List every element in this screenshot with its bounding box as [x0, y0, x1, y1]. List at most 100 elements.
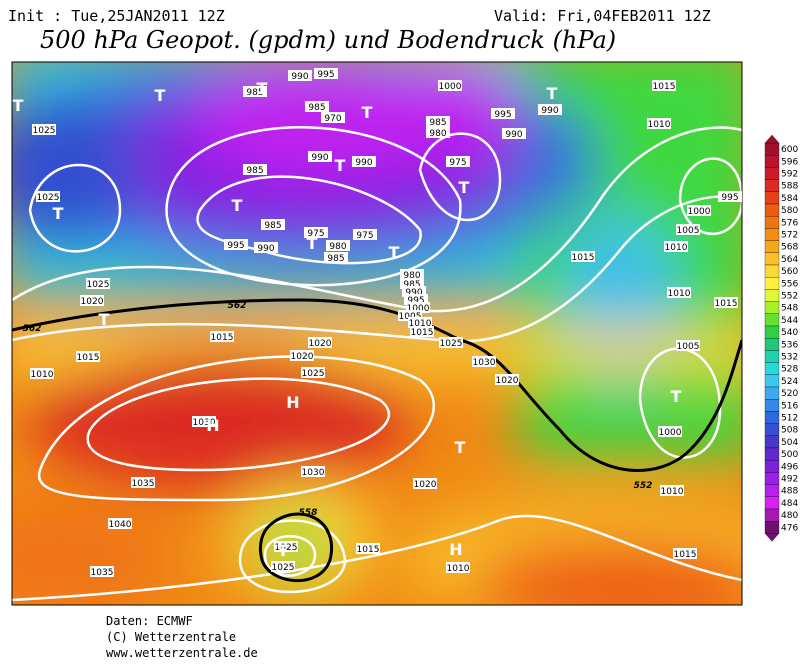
isobar-label: 1015 — [357, 545, 380, 555]
isobar-label-bg — [658, 426, 682, 437]
isobar-label-bg — [676, 224, 700, 235]
isobar-label: 1015 — [77, 353, 100, 363]
isobar-label: 1010 — [668, 289, 691, 299]
colorbar-swatch — [764, 252, 780, 266]
isobar-label: 995 — [407, 296, 424, 306]
isobar-label: 995 — [494, 110, 511, 120]
isobar-label-bg — [495, 374, 519, 385]
colorbar-swatch — [764, 325, 780, 339]
geopotential-lines — [12, 298, 742, 583]
isobar-label-bg — [400, 278, 424, 289]
isobar-label: 1025 — [37, 193, 60, 203]
colorbar-label: 584 — [781, 194, 798, 204]
colorbar-cap — [764, 533, 780, 542]
isobar-label: 985 — [246, 166, 263, 176]
map-frame — [11, 61, 743, 606]
pressure-center: T — [155, 86, 166, 105]
pressure-center: T — [53, 204, 64, 223]
isobar-label: 1010 — [661, 487, 684, 497]
isobar-label-bg — [243, 164, 267, 175]
colorbar-label: 552 — [781, 292, 798, 302]
isobar-label-bg — [90, 566, 114, 577]
isobar-label-bg — [301, 367, 325, 378]
colorbar-label: 560 — [781, 267, 798, 277]
isobar-label-bg — [32, 124, 56, 135]
isobar-label-bg — [356, 543, 380, 554]
isobar-label-bg — [210, 331, 234, 342]
isobar-label-bg — [108, 518, 132, 529]
isobar-label-bg — [714, 297, 738, 308]
colorbar-label: 536 — [781, 340, 798, 350]
isobar-label: 1020 — [291, 352, 314, 362]
isobar-label-bg — [314, 68, 338, 79]
isobar-label: 1030 — [473, 358, 496, 368]
pressure-center: T — [232, 196, 243, 215]
colorbar-label: 540 — [781, 328, 798, 338]
isobar-label: 1010 — [31, 370, 54, 380]
isobar-label: 985 — [308, 103, 325, 113]
isobar-label: 1000 — [439, 82, 462, 92]
colorbar-label: 520 — [781, 389, 798, 399]
isobar-label-bg — [36, 191, 60, 202]
isobar-label-bg — [676, 340, 700, 351]
isobar-label-bg — [305, 101, 329, 112]
isobar-label: 1000 — [407, 304, 430, 314]
colorbar-label: 568 — [781, 243, 798, 253]
pressure-center: T — [547, 84, 558, 103]
colorbar-swatch — [764, 460, 780, 473]
isobar-label: 985 — [403, 280, 420, 290]
geopotential-label: 558 — [299, 508, 318, 518]
colorbar-label: 548 — [781, 304, 798, 314]
colorbar-swatch — [764, 313, 780, 327]
colorbar-label: 524 — [781, 377, 798, 387]
valid-time: Valid: Fri,04FEB2011 12Z — [494, 7, 711, 25]
pressure-center: T — [307, 234, 318, 253]
isobar-label-bg — [402, 286, 426, 297]
colorbar-swatch — [764, 203, 780, 217]
isobar-label: 1000 — [659, 428, 682, 438]
isobar-label: 985 — [264, 221, 281, 231]
colorbar-swatch — [764, 472, 780, 485]
pressure-center: T — [455, 438, 466, 457]
colorbar-label: 488 — [781, 487, 798, 497]
isobar-label-bg — [274, 541, 298, 552]
isobar-label-bg — [571, 251, 595, 262]
colorbar-swatch — [764, 521, 780, 534]
isobar-label: 990 — [405, 288, 422, 298]
isobar-label: 990 — [355, 158, 372, 168]
isobar-label: 1030 — [193, 418, 216, 428]
colorbar-label: 544 — [781, 316, 798, 326]
isobar-label-bg — [664, 241, 688, 252]
isobar-label: 990 — [505, 130, 522, 140]
isobar-label: 1010 — [665, 243, 688, 253]
isobar-label-bg — [491, 108, 515, 119]
isobar-label-bg — [308, 151, 332, 162]
colorbar-swatch — [764, 155, 780, 168]
colorbar-swatch — [764, 289, 780, 302]
isobar-label: 985 — [246, 88, 263, 98]
colorbar-label: 528 — [781, 365, 798, 375]
isobar-label: 1015 — [572, 253, 595, 263]
isobar-label: 995 — [227, 241, 244, 251]
pressure-center: T — [13, 96, 24, 115]
isobar-label-bg — [660, 485, 684, 496]
pressure-center: T — [278, 541, 289, 560]
isobar-label: 980 — [429, 129, 446, 139]
isobar-label: 990 — [311, 153, 328, 163]
isobar-label: 1015 — [715, 299, 738, 309]
pressure-center: T — [257, 79, 268, 98]
geopotential-label: 562 — [23, 324, 42, 334]
colorbar-label: 580 — [781, 206, 798, 216]
isobars — [12, 126, 742, 602]
colorbar-label: 596 — [781, 157, 798, 167]
isobar-label: 990 — [257, 244, 274, 254]
isobar-label: 980 — [329, 242, 346, 252]
isobar-label: 985 — [327, 254, 344, 264]
colorbar-label: 532 — [781, 353, 798, 363]
isobar-label: 1015 — [653, 82, 676, 92]
isobar-label-bg — [438, 80, 462, 91]
isobar-label-bg — [426, 127, 450, 138]
colorbar-cap — [764, 134, 780, 144]
colorbar-swatch — [764, 216, 780, 229]
pressure-center: T — [671, 387, 682, 406]
